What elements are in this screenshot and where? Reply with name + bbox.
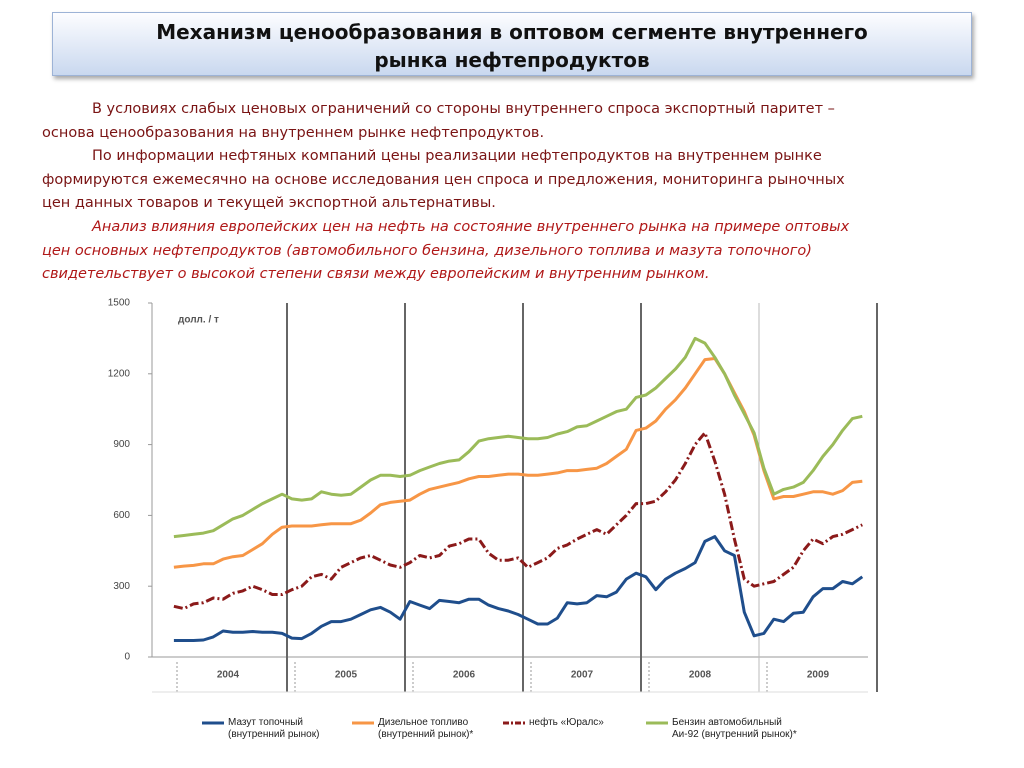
- title-box: Механизм ценообразования в оптовом сегме…: [52, 12, 972, 76]
- paragraph-line: Анализ влияния европейских цен на нефть …: [92, 218, 850, 235]
- title-line: рынка нефтепродуктов: [374, 48, 650, 72]
- legend-label: Мазут топочный (внутренний рынок): [228, 717, 320, 740]
- paragraph-line: основа ценообразования на внутреннем рын…: [42, 124, 545, 141]
- body-text: В условиях слабых ценовых ограничений со…: [42, 98, 1002, 287]
- series-line: [173, 336, 863, 539]
- y-tick-label: 1200: [108, 368, 131, 379]
- y-tick-label: 0: [124, 652, 130, 663]
- y-axis-label: долл. / т: [178, 315, 219, 326]
- paragraph-line: формируются ежемесячно на основе исследо…: [42, 171, 845, 188]
- paragraph-line: В условиях слабых ценовых ограничений со…: [92, 101, 835, 117]
- paragraph-line: свидетельствует о высокой степени связи …: [42, 266, 710, 283]
- y-tick-label: 300: [113, 581, 130, 592]
- x-tick-label: 2006: [453, 670, 476, 681]
- paragraph-line: По информации нефтяных компаний цены реа…: [92, 148, 822, 165]
- legend: Мазут топочный (внутренний рынок) Дизельн…: [0, 712, 1024, 752]
- y-tick-label: 900: [113, 439, 130, 450]
- paragraph-line: цен данных товаров и текущей экспортной …: [42, 195, 496, 212]
- x-tick-label: 2004: [217, 670, 240, 681]
- paragraph-line: цен основных нефтепродуктов (автомобильн…: [42, 242, 812, 259]
- series-line: [173, 535, 864, 642]
- y-tick-label: 1500: [108, 298, 131, 309]
- x-tick-label: 2007: [571, 670, 594, 681]
- x-tick-label: 2009: [807, 670, 830, 681]
- legend-label: Дизельное топливо (внутренний рынок)*: [378, 717, 474, 740]
- x-tick-label: 2008: [689, 670, 712, 681]
- x-tick-label: 2005: [335, 670, 358, 681]
- legend-label: нефть «Юралс»: [529, 717, 604, 728]
- title-line: Механизм ценообразования в оптовом сегме…: [156, 20, 868, 44]
- legend-label: Бензин автомобильный Аи-92 (внутренний р…: [672, 717, 797, 740]
- y-tick-label: 600: [113, 510, 130, 521]
- series-line: [173, 431, 863, 611]
